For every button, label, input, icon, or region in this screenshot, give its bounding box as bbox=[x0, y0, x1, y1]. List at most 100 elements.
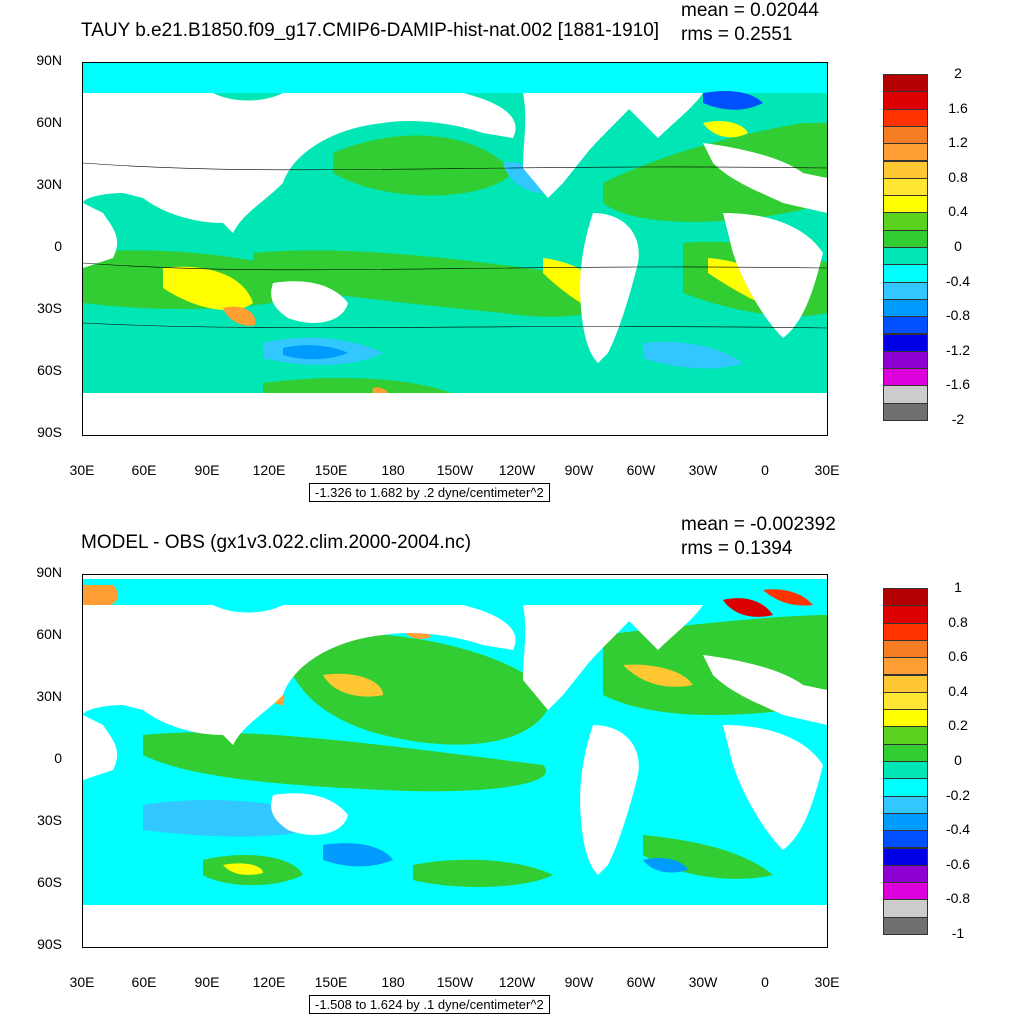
colorbar-swatch bbox=[883, 864, 928, 884]
colorbar-label: 0.8 bbox=[948, 613, 968, 630]
colorbar-swatch bbox=[883, 212, 928, 231]
colorbar-label: 1 bbox=[954, 579, 962, 595]
top-lon-label: 30W bbox=[688, 462, 718, 478]
colorbar-label: 1.2 bbox=[948, 134, 968, 151]
top-lon-label: 120W bbox=[498, 462, 536, 478]
colorbar-swatch bbox=[883, 605, 928, 624]
bottom-lat-label: 0 bbox=[54, 750, 62, 766]
top-lon-label: 120E bbox=[252, 462, 286, 478]
bottom-lat-label: 60N bbox=[36, 626, 62, 642]
bottom-lon-label: 150W bbox=[436, 974, 474, 990]
colorbar-label: -0.8 bbox=[945, 307, 971, 324]
bottom-lat-label: 90N bbox=[36, 564, 62, 580]
colorbar-label: -0.4 bbox=[945, 272, 971, 289]
top-lon-label: 60W bbox=[626, 462, 656, 478]
colorbar-swatch bbox=[883, 916, 928, 935]
top-contour-info: -1.326 to 1.682 by .2 dyne/centimeter^2 bbox=[309, 483, 550, 502]
top-lat-label: 60N bbox=[36, 114, 62, 130]
bottom-lon-label: 150E bbox=[314, 974, 348, 990]
colorbar-swatch bbox=[883, 264, 928, 283]
colorbar-swatch bbox=[883, 247, 928, 266]
colorbar-swatch bbox=[883, 726, 928, 745]
colorbar-swatch bbox=[883, 125, 928, 145]
colorbar-swatch bbox=[883, 588, 928, 607]
top-lon-label: 90W bbox=[564, 462, 594, 478]
top-lat-label: 90N bbox=[36, 52, 62, 68]
bottom-map-svg bbox=[83, 575, 827, 947]
colorbar-label: 1.6 bbox=[948, 99, 968, 116]
colorbar-label: 0.4 bbox=[948, 203, 968, 220]
colorbar-swatch bbox=[883, 368, 928, 387]
colorbar-swatch bbox=[883, 830, 928, 849]
colorbar-swatch bbox=[883, 74, 928, 93]
colorbar-label: -0.2 bbox=[945, 786, 971, 803]
colorbar-swatch bbox=[883, 108, 928, 127]
colorbar-label: 0.6 bbox=[948, 648, 968, 665]
colorbar-swatch bbox=[883, 160, 928, 179]
colorbar-label: 0.2 bbox=[948, 717, 968, 734]
top-lat-label: 90S bbox=[37, 424, 62, 440]
colorbar-swatch bbox=[883, 385, 928, 404]
colorbar-label: -0.8 bbox=[945, 890, 971, 907]
colorbar-label: -2 bbox=[951, 411, 965, 427]
top-lon-label: 150E bbox=[314, 462, 348, 478]
colorbar-swatch bbox=[883, 778, 928, 797]
top-map-plot bbox=[82, 62, 828, 436]
bottom-lon-label: 90E bbox=[194, 974, 220, 990]
colorbar-swatch bbox=[883, 639, 928, 659]
bottom-lon-label: 30E bbox=[814, 974, 840, 990]
top-mean: mean = 0.02044 bbox=[681, 0, 819, 21]
top-lat-label: 30N bbox=[36, 176, 62, 192]
bottom-lon-label: 0 bbox=[761, 974, 769, 990]
colorbar-swatch bbox=[883, 691, 928, 711]
colorbar-swatch bbox=[883, 709, 928, 728]
colorbar-swatch bbox=[883, 402, 928, 421]
colorbar-swatch bbox=[883, 91, 928, 110]
top-lon-label: 30E bbox=[69, 462, 95, 478]
bottom-lon-label: 90W bbox=[564, 974, 594, 990]
colorbar-label: 2 bbox=[954, 65, 962, 81]
top-lat-label: 60S bbox=[37, 362, 62, 378]
colorbar-label: 0.4 bbox=[948, 682, 968, 699]
bottom-rms: rms = 0.1394 bbox=[681, 538, 793, 559]
colorbar-swatch bbox=[883, 350, 928, 370]
bottom-lat-label: 60S bbox=[37, 874, 62, 890]
colorbar-swatch bbox=[883, 812, 928, 832]
colorbar-label: -0.4 bbox=[945, 821, 971, 838]
colorbar-swatch bbox=[883, 143, 928, 162]
colorbar-label: -1.2 bbox=[945, 341, 971, 358]
bottom-lon-label: 60E bbox=[131, 974, 157, 990]
bottom-panel: MODEL - OBS (gx1v3.022.clim.2000-2004.nc… bbox=[0, 512, 1024, 1024]
bottom-lon-label: 30W bbox=[688, 974, 718, 990]
bottom-lat-label: 30N bbox=[36, 688, 62, 704]
colorbar-label: 0 bbox=[954, 238, 962, 254]
bottom-lon-label: 120W bbox=[498, 974, 536, 990]
colorbar-swatch bbox=[883, 177, 928, 197]
bottom-lat-label: 30S bbox=[37, 812, 62, 828]
top-rms: rms = 0.2551 bbox=[681, 24, 793, 45]
colorbar-swatch bbox=[883, 281, 928, 300]
bottom-lon-label: 120E bbox=[252, 974, 286, 990]
bottom-lat-label: 90S bbox=[37, 936, 62, 952]
colorbar-swatch bbox=[883, 743, 928, 762]
colorbar-label: -0.6 bbox=[945, 855, 971, 872]
top-lon-label: 60E bbox=[131, 462, 157, 478]
colorbar-swatch bbox=[883, 622, 928, 641]
colorbar-swatch bbox=[883, 333, 928, 352]
colorbar-swatch bbox=[883, 298, 928, 318]
colorbar-swatch bbox=[883, 229, 928, 248]
top-lon-label: 180 bbox=[381, 462, 405, 478]
bottom-colorbar bbox=[883, 588, 928, 935]
colorbar-label: 0.8 bbox=[948, 168, 968, 185]
bottom-map-plot bbox=[82, 574, 828, 948]
top-lon-label: 30E bbox=[814, 462, 840, 478]
bottom-lon-label: 180 bbox=[381, 974, 405, 990]
colorbar-swatch bbox=[883, 674, 928, 693]
colorbar-swatch bbox=[883, 657, 928, 676]
bottom-lon-label: 30E bbox=[69, 974, 95, 990]
colorbar-swatch bbox=[883, 761, 928, 780]
top-lon-label: 150W bbox=[436, 462, 474, 478]
bottom-lon-label: 60W bbox=[626, 974, 656, 990]
top-colorbar bbox=[883, 74, 928, 421]
colorbar-swatch bbox=[883, 882, 928, 901]
